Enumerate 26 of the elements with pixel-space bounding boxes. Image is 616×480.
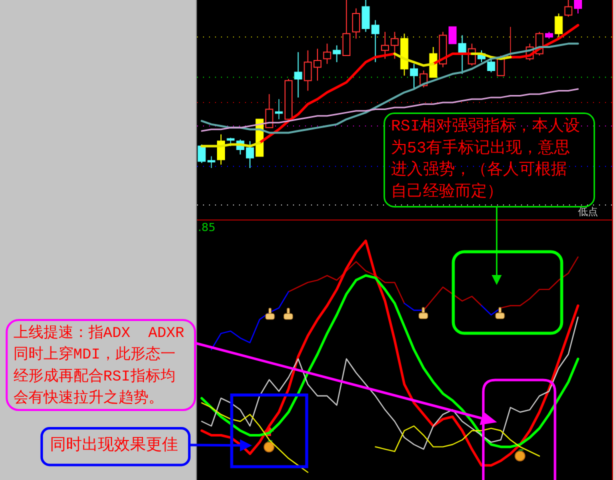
candlestick (332, 44, 341, 63)
candlestick (284, 78, 293, 122)
candlestick (410, 63, 418, 90)
candlestick (438, 31, 447, 68)
candlestick (323, 43, 332, 64)
text: 上线提速：指ADX ADXR同时上穿MDI，此形态一经形成再配合RSI指标均会有快速拉升之趋势。 (13, 324, 184, 408)
candlestick (207, 156, 216, 168)
candlestick (294, 52, 302, 98)
candlestick (400, 33, 408, 76)
text: 低点 (578, 206, 598, 219)
text: 同时出现效果更佳 (50, 436, 178, 454)
candlestick (226, 137, 235, 147)
candlestick (574, 0, 582, 14)
candlestick (265, 94, 274, 128)
candlestick (458, 34, 466, 74)
candlestick (448, 26, 457, 44)
candlestick (487, 58, 496, 73)
candlestick (274, 98, 283, 120)
candlestick (371, 20, 380, 63)
candlestick (554, 12, 563, 38)
candlestick (496, 54, 505, 76)
candlestick (545, 31, 554, 40)
text: .85 (198, 221, 216, 234)
annotation: RSI相对强弱指标，本人设为53有手标记出现，意思进入强势，（各人可根据自己经验而定） (391, 116, 580, 201)
candlestick (362, 0, 370, 32)
candlestick (352, 8, 360, 40)
